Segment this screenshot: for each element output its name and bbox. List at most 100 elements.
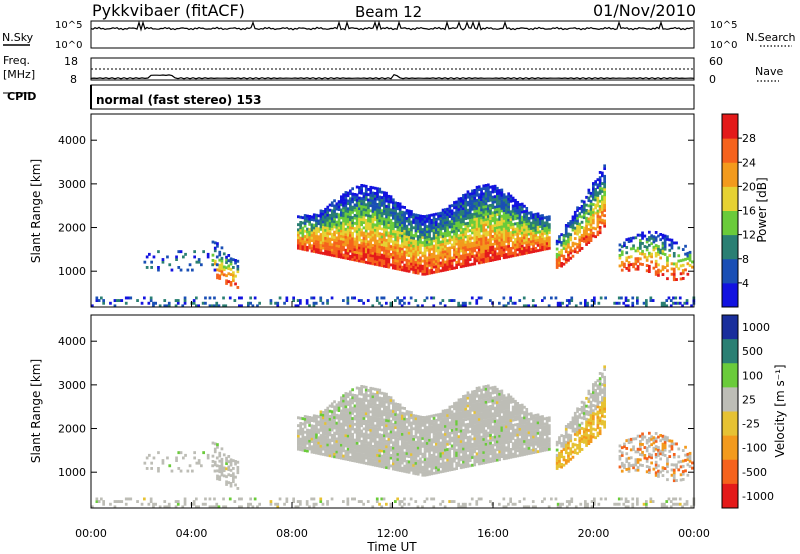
power-cell (676, 301, 680, 305)
power-cell (358, 207, 361, 210)
power-cell (385, 244, 388, 248)
velocity-cell (398, 448, 402, 451)
power-cell (421, 220, 425, 224)
velocity-cell (319, 449, 323, 453)
power-cell (532, 247, 535, 251)
power-cell (385, 233, 388, 237)
power-cell (525, 207, 529, 210)
velocity-cell (351, 417, 354, 420)
power-cell (559, 304, 562, 308)
power-cell (376, 203, 379, 206)
power-cell (473, 238, 477, 242)
power-cell (369, 222, 373, 226)
power-cell (502, 296, 506, 300)
power-cell (394, 246, 397, 249)
velocity-cell (326, 446, 330, 449)
velocity-cell (364, 399, 368, 402)
power-cell (358, 225, 361, 229)
power-cell (371, 236, 375, 239)
power-cell (432, 239, 436, 243)
power-cell (392, 258, 395, 262)
power-cell (596, 201, 600, 205)
velocity-cell (398, 403, 402, 407)
power-cell (306, 217, 309, 221)
power-cell (663, 266, 667, 269)
velocity-cell (369, 420, 373, 424)
power-cell (480, 250, 483, 254)
power-cell (459, 215, 463, 219)
power-cell (435, 265, 438, 268)
power-cell (509, 254, 513, 258)
power-cell (496, 194, 499, 198)
power-cell (471, 197, 474, 201)
power-cell (582, 231, 586, 235)
power-cell (659, 248, 662, 252)
velocity-cell (464, 399, 468, 403)
velocity-cell (405, 425, 409, 429)
velocity-cell (373, 398, 377, 402)
power-cell (364, 260, 368, 264)
power-cell (475, 256, 479, 260)
velocity-cell (358, 397, 361, 401)
power-cell (466, 214, 470, 217)
power-cell (351, 210, 354, 214)
power-cell (477, 296, 481, 300)
velocity-cell (396, 408, 400, 412)
power-cell (349, 255, 352, 258)
power-cell (527, 237, 531, 241)
power-cell (371, 196, 375, 200)
power-cell (491, 198, 495, 202)
velocity-cell (423, 426, 427, 430)
power-cell (333, 243, 336, 247)
velocity-cell (340, 446, 343, 450)
power-cell (396, 243, 400, 247)
power-cell (636, 267, 640, 271)
power-cell (589, 202, 593, 206)
power-cell (321, 301, 325, 305)
power-cell (632, 247, 635, 250)
power-cell (477, 216, 481, 220)
power-cell (340, 203, 343, 207)
velocity-cell (401, 414, 404, 418)
velocity-cell (462, 460, 465, 464)
power-cell (586, 301, 589, 305)
velocity-cell (412, 414, 415, 418)
power-cell (459, 204, 463, 208)
power-cell (412, 221, 415, 224)
velocity-cell (371, 445, 375, 448)
power-cell (344, 204, 348, 208)
power-cell (446, 207, 449, 211)
velocity-cell (387, 466, 391, 470)
power-cell (516, 216, 520, 220)
velocity-cell (362, 411, 366, 415)
velocity-cell (360, 450, 363, 454)
power-cell (498, 215, 501, 219)
power-cell (437, 212, 440, 216)
power-cell (491, 250, 495, 254)
power-cell (301, 221, 305, 225)
power-cell (315, 213, 318, 217)
velocity-cell (312, 419, 316, 423)
velocity-cell (373, 411, 377, 415)
velocity-cell (457, 401, 461, 405)
power-cell (337, 205, 341, 209)
velocity-cell (328, 441, 332, 445)
power-cell (303, 216, 307, 220)
power-cell (464, 209, 468, 213)
power-cell (432, 218, 436, 222)
velocity-cell (299, 416, 302, 420)
power-cell (548, 236, 551, 240)
power-cell (636, 296, 639, 300)
power-cell (240, 296, 243, 300)
velocity-cell (301, 446, 305, 449)
power-cell (371, 238, 375, 242)
power-cell (471, 249, 474, 253)
velocity-cell (394, 415, 397, 419)
power-cell (541, 235, 544, 238)
velocity-cell (353, 454, 357, 458)
velocity-cell (437, 455, 440, 459)
power-cell (403, 258, 406, 262)
power-cell (650, 252, 653, 256)
station-title: Pykkvibaer (fitACF) (92, 1, 245, 20)
power-cell (536, 215, 540, 218)
